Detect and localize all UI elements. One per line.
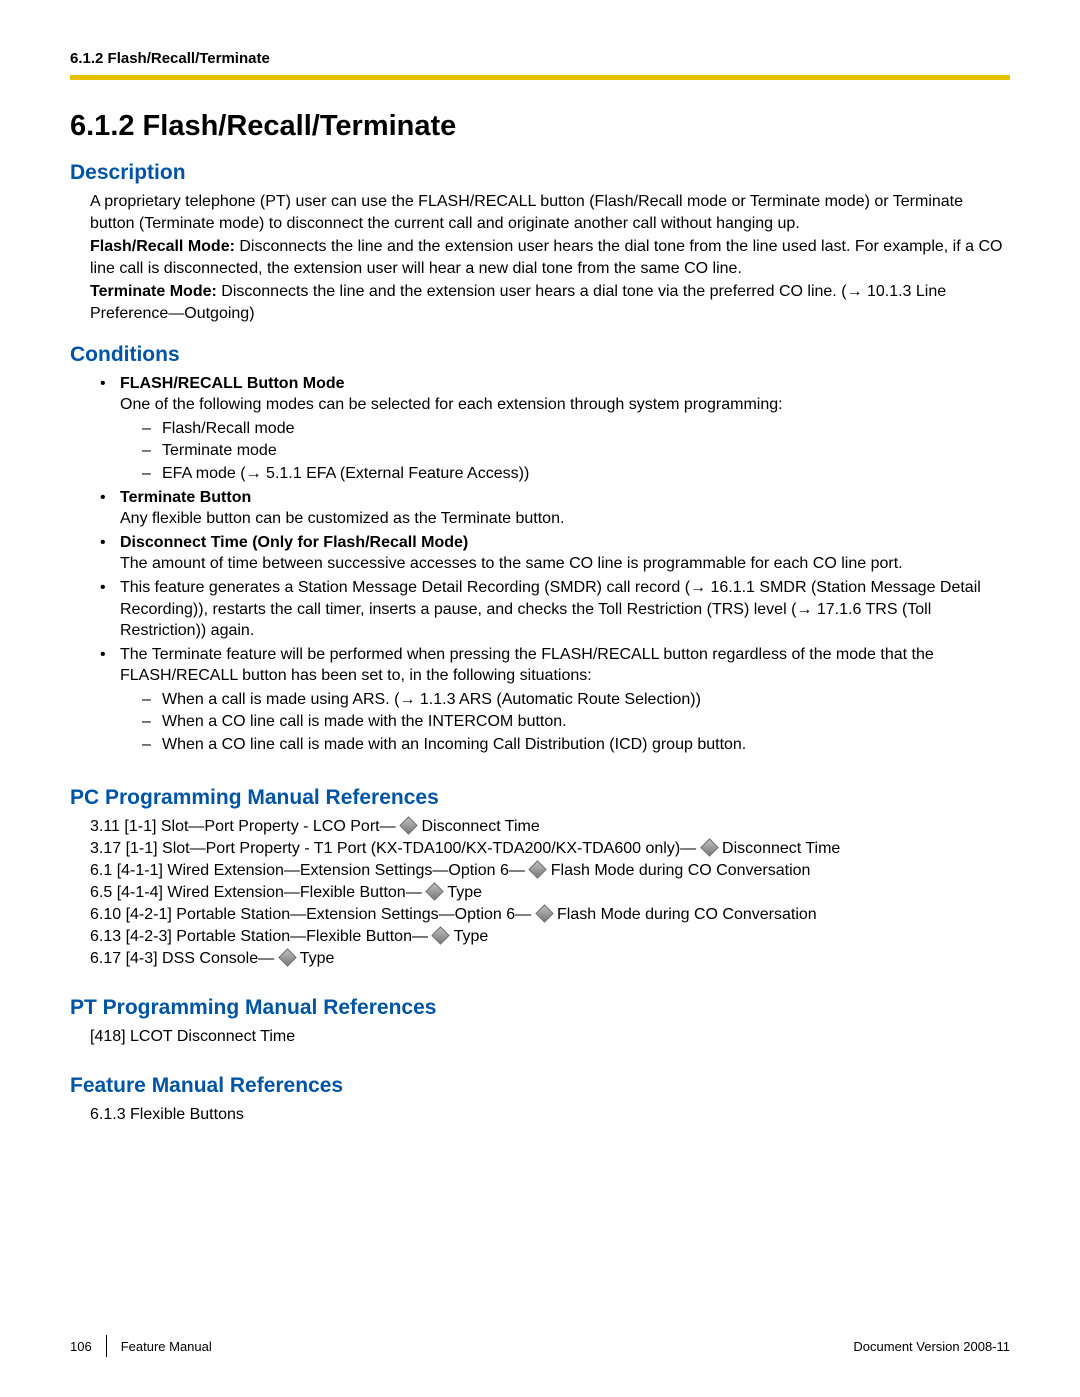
heading-feature-refs: Feature Manual References bbox=[70, 1074, 1010, 1098]
page: 6.1.2 Flash/Recall/Terminate 6.1.2 Flash… bbox=[0, 0, 1080, 1126]
pc-refs-list: 3.11 [1-1] Slot—Port Property - LCO Port… bbox=[90, 816, 1010, 971]
heading-conditions: Conditions bbox=[70, 343, 1010, 367]
cond5-sub3: When a CO line call is made with an Inco… bbox=[138, 734, 1010, 756]
pc-ref-6b: Type bbox=[449, 928, 488, 945]
pc-ref-2b: Disconnect Time bbox=[718, 840, 841, 857]
cond5-sub2: When a CO line call is made with the INT… bbox=[138, 711, 1010, 733]
pc-ref-6: 6.13 [4-2-3] Portable Station—Flexible B… bbox=[90, 926, 1010, 948]
footer-manual-name: Feature Manual bbox=[121, 1339, 212, 1354]
diamond-icon bbox=[399, 816, 417, 834]
pc-ref-1: 3.11 [1-1] Slot—Port Property - LCO Port… bbox=[90, 816, 1010, 838]
cond5-sublist: When a call is made using ARS. (→ 1.1.3 … bbox=[138, 689, 1010, 756]
pc-ref-6a: 6.13 [4-2-3] Portable Station—Flexible B… bbox=[90, 928, 432, 945]
pc-ref-7: 6.17 [4-3] DSS Console— Type bbox=[90, 948, 1010, 970]
cond2-title: Terminate Button bbox=[120, 489, 251, 506]
cond1-text: One of the following modes can be select… bbox=[120, 396, 783, 413]
section-title: 6.1.2 Flash/Recall/Terminate bbox=[70, 110, 1010, 143]
cond3-text: The amount of time between successive ac… bbox=[120, 555, 903, 572]
description-block: A proprietary telephone (PT) user can us… bbox=[90, 191, 1010, 325]
desc-flash-recall: Flash/Recall Mode: Disconnects the line … bbox=[90, 236, 1010, 279]
cond-item-4: This feature generates a Station Message… bbox=[94, 577, 1010, 642]
pc-ref-3: 6.1 [4-1-1] Wired Extension—Extension Se… bbox=[90, 860, 1010, 882]
desc-p1: A proprietary telephone (PT) user can us… bbox=[90, 191, 1010, 234]
diamond-icon bbox=[425, 882, 443, 900]
diamond-icon bbox=[278, 948, 296, 966]
cond5-text: The Terminate feature will be performed … bbox=[120, 646, 934, 685]
cond1-sub2: Terminate mode bbox=[138, 440, 1010, 462]
gold-rule bbox=[70, 75, 1010, 80]
desc-tm-label: Terminate Mode: bbox=[90, 283, 217, 300]
heading-description: Description bbox=[70, 161, 1010, 185]
desc-terminate: Terminate Mode: Disconnects the line and… bbox=[90, 281, 1010, 324]
pc-ref-3b: Flash Mode during CO Conversation bbox=[546, 862, 810, 879]
cond-item-3: Disconnect Time (Only for Flash/Recall M… bbox=[94, 532, 1010, 575]
cond1-sub1: Flash/Recall mode bbox=[138, 418, 1010, 440]
page-number: 106 bbox=[70, 1339, 92, 1354]
conditions-list: FLASH/RECALL Button Mode One of the foll… bbox=[94, 373, 1010, 756]
cond-item-1: FLASH/RECALL Button Mode One of the foll… bbox=[94, 373, 1010, 485]
diamond-icon bbox=[529, 860, 547, 878]
heading-pt-refs: PT Programming Manual References bbox=[70, 996, 1010, 1020]
pc-ref-5: 6.10 [4-2-1] Portable Station—Extension … bbox=[90, 904, 1010, 926]
pt-ref-1: [418] LCOT Disconnect Time bbox=[90, 1026, 1010, 1048]
feature-ref-1: 6.1.3 Flexible Buttons bbox=[90, 1104, 1010, 1126]
cond3-title: Disconnect Time (Only for Flash/Recall M… bbox=[120, 534, 468, 551]
pc-ref-5b: Flash Mode during CO Conversation bbox=[553, 906, 817, 923]
cond2-text: Any flexible button can be customized as… bbox=[120, 510, 564, 527]
cond1-sublist: Flash/Recall mode Terminate mode EFA mod… bbox=[138, 418, 1010, 485]
cond1-title: FLASH/RECALL Button Mode bbox=[120, 375, 345, 392]
pc-ref-7a: 6.17 [4-3] DSS Console— bbox=[90, 950, 279, 967]
diamond-icon bbox=[432, 926, 450, 944]
pt-refs-list: [418] LCOT Disconnect Time bbox=[90, 1026, 1010, 1048]
pc-ref-4: 6.5 [4-1-4] Wired Extension—Flexible But… bbox=[90, 882, 1010, 904]
pc-ref-2a: 3.17 [1-1] Slot—Port Property - T1 Port … bbox=[90, 840, 701, 857]
pc-ref-7b: Type bbox=[296, 950, 335, 967]
cond1-sub3: EFA mode (→ 5.1.1 EFA (External Feature … bbox=[138, 463, 1010, 485]
pc-ref-4a: 6.5 [4-1-4] Wired Extension—Flexible But… bbox=[90, 884, 426, 901]
pc-ref-3a: 6.1 [4-1-1] Wired Extension—Extension Se… bbox=[90, 862, 529, 879]
diamond-icon bbox=[535, 904, 553, 922]
cond-item-5: The Terminate feature will be performed … bbox=[94, 644, 1010, 756]
footer-divider bbox=[106, 1335, 107, 1357]
pc-ref-2: 3.17 [1-1] Slot—Port Property - T1 Port … bbox=[90, 838, 1010, 860]
cond5-sub1: When a call is made using ARS. (→ 1.1.3 … bbox=[138, 689, 1010, 711]
page-footer: 106 Feature Manual Document Version 2008… bbox=[70, 1335, 1010, 1357]
running-header: 6.1.2 Flash/Recall/Terminate bbox=[70, 50, 1010, 67]
pc-ref-1a: 3.11 [1-1] Slot—Port Property - LCO Port… bbox=[90, 818, 400, 835]
cond-item-2: Terminate Button Any flexible button can… bbox=[94, 487, 1010, 530]
footer-left: 106 Feature Manual bbox=[70, 1335, 212, 1357]
desc-fr-label: Flash/Recall Mode: bbox=[90, 238, 235, 255]
heading-pc-refs: PC Programming Manual References bbox=[70, 786, 1010, 810]
cond4-text: This feature generates a Station Message… bbox=[120, 579, 981, 639]
pc-ref-5a: 6.10 [4-2-1] Portable Station—Extension … bbox=[90, 906, 536, 923]
pc-ref-4b: Type bbox=[443, 884, 482, 901]
footer-doc-version: Document Version 2008-11 bbox=[853, 1339, 1010, 1354]
pc-ref-1b: Disconnect Time bbox=[417, 818, 540, 835]
desc-tm-text: Disconnects the line and the extension u… bbox=[90, 283, 946, 322]
diamond-icon bbox=[700, 838, 718, 856]
feature-refs-list: 6.1.3 Flexible Buttons bbox=[90, 1104, 1010, 1126]
